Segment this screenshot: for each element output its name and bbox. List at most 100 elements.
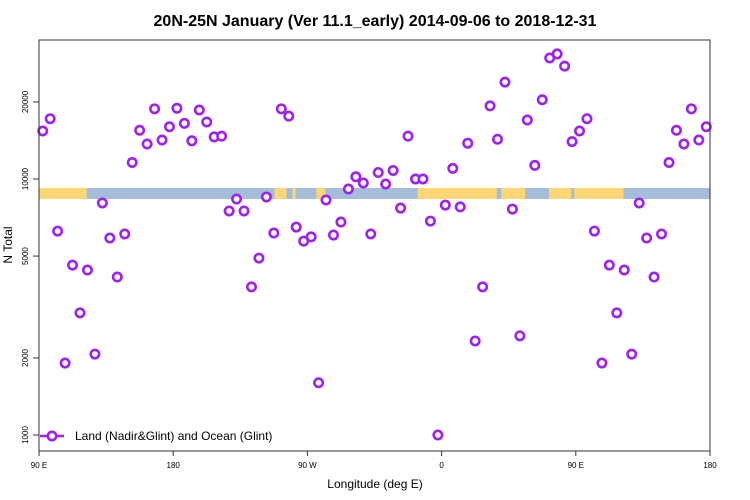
legend-label: Land (Nadir&Glint) and Ocean (Glint) — [75, 429, 272, 443]
data-point — [52, 225, 64, 237]
data-point — [372, 167, 384, 179]
data-point — [335, 216, 347, 228]
data-point — [469, 335, 481, 347]
data-point — [447, 162, 459, 174]
x-tick-label: 180 — [167, 461, 181, 470]
data-point — [566, 136, 578, 148]
data-point — [67, 259, 79, 271]
land-segment — [417, 188, 497, 199]
data-point — [581, 113, 593, 125]
land-segment — [292, 188, 296, 199]
data-point — [663, 156, 675, 168]
data-point — [96, 197, 108, 209]
data-point — [275, 103, 287, 115]
ocean-band — [39, 188, 710, 199]
data-point — [432, 429, 444, 441]
data-point — [149, 103, 161, 115]
data-point — [119, 228, 131, 240]
data-point — [387, 164, 399, 176]
data-point — [417, 173, 429, 185]
data-point — [141, 138, 153, 150]
data-point — [245, 281, 257, 293]
x-tick-label: 90 E — [568, 461, 584, 470]
data-point — [648, 271, 660, 283]
y-tick-label: 10000 — [21, 167, 30, 190]
data-point — [216, 130, 228, 142]
data-point — [305, 231, 317, 243]
data-point — [350, 171, 362, 183]
legend: Land (Nadir&Glint) and Ocean (Glint) — [40, 429, 272, 443]
data-point — [439, 199, 451, 211]
data-point — [656, 228, 668, 240]
x-axis-label: Longitude (deg E) — [327, 477, 422, 491]
land-segment — [316, 188, 326, 199]
data-point — [342, 183, 354, 195]
data-point — [283, 110, 295, 122]
data-point — [171, 102, 183, 114]
data-point — [253, 252, 265, 264]
data-points — [37, 48, 712, 441]
y-tick-label: 2000 — [21, 348, 30, 366]
data-point — [313, 377, 325, 389]
data-point — [81, 264, 93, 276]
x-tick-label: 90 W — [298, 461, 317, 470]
data-point — [529, 159, 541, 171]
land-segment — [501, 188, 526, 199]
data-point — [327, 229, 339, 241]
y-axis: 1000 2000 5000 10000 20000 — [21, 90, 39, 444]
x-tick-label: 180 — [703, 461, 717, 470]
land-segment — [575, 188, 624, 199]
data-point — [700, 121, 712, 133]
x-tick-label: 90 E — [31, 461, 47, 470]
data-point — [603, 259, 615, 271]
data-point — [74, 307, 86, 319]
data-point — [37, 125, 49, 137]
x-axis: 90 E 180 90 W 0 90 E 180 — [31, 451, 717, 470]
land-segment — [574, 188, 579, 199]
y-axis-label: N Total — [1, 226, 15, 263]
data-point — [365, 228, 377, 240]
data-point — [395, 202, 407, 214]
data-point — [618, 264, 630, 276]
data-point — [89, 348, 101, 360]
data-point — [320, 194, 332, 206]
data-point — [231, 193, 243, 205]
data-point — [424, 215, 436, 227]
y-tick-label: 20000 — [21, 90, 30, 113]
data-point — [499, 76, 511, 88]
data-point — [156, 134, 168, 146]
data-point — [111, 271, 123, 283]
data-point — [186, 135, 198, 147]
data-point — [626, 348, 638, 360]
data-point — [357, 177, 369, 189]
data-point — [536, 94, 548, 106]
plot-frame — [38, 39, 711, 452]
data-point — [290, 221, 302, 233]
data-point — [678, 138, 690, 150]
data-point — [238, 205, 250, 217]
data-point — [559, 60, 571, 72]
data-point — [551, 48, 563, 60]
data-point — [44, 113, 56, 125]
data-point — [402, 130, 414, 142]
y-tick-label: 1000 — [21, 426, 30, 444]
data-point — [223, 205, 235, 217]
data-point — [574, 125, 586, 137]
data-point — [59, 357, 71, 369]
data-point — [514, 330, 526, 342]
data-point — [454, 201, 466, 213]
data-point — [134, 124, 146, 136]
chart-title: 20N-25N January (Ver 11.1_early) 2014-09… — [154, 13, 597, 30]
data-point — [693, 134, 705, 146]
data-point — [611, 307, 623, 319]
data-point — [633, 197, 645, 209]
land-segment — [274, 188, 287, 199]
data-point — [163, 121, 175, 133]
data-point — [596, 357, 608, 369]
data-point — [477, 281, 489, 293]
legend-marker — [46, 430, 58, 442]
data-point — [588, 225, 600, 237]
land-segment — [39, 188, 87, 199]
data-point — [506, 203, 518, 215]
